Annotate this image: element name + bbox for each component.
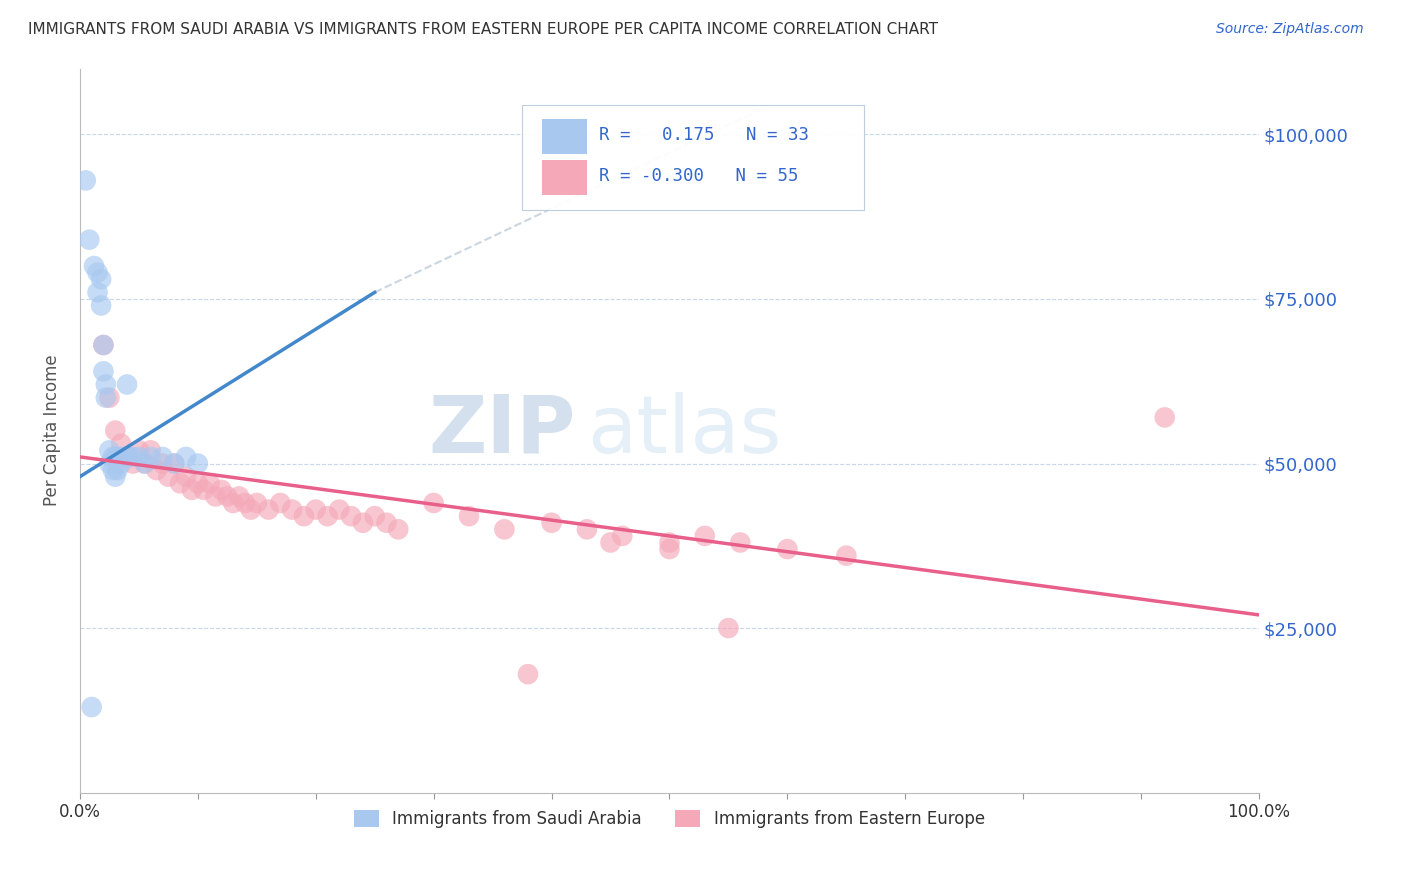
Point [152,450,174,464]
Point [305,502,328,516]
Point [228,490,250,504]
Point [187,457,209,471]
Point [139,443,162,458]
Point [94,377,117,392]
Point [163,457,186,471]
Point [169,476,191,491]
Point [204,490,226,504]
Point [139,450,162,464]
Point [86,266,108,280]
Point [717,621,740,635]
Point [152,457,174,471]
Point [134,457,156,471]
Point [79,233,101,247]
Point [328,502,350,516]
Point [145,463,167,477]
Text: R = -0.300   N = 55: R = -0.300 N = 55 [599,168,799,186]
Point [110,450,132,464]
Point [658,535,681,549]
Text: R =   0.175   N = 33: R = 0.175 N = 33 [599,126,808,145]
Point [83,259,105,273]
Point [340,509,363,524]
Point [233,496,256,510]
Point [93,364,115,378]
Point [80,700,103,714]
Point [118,450,141,464]
Point [612,529,634,543]
Point [128,443,150,458]
Point [193,483,215,497]
Point [174,469,197,483]
Point [575,522,598,536]
Point [494,522,516,536]
Point [101,450,124,464]
Point [316,509,339,524]
Point [1153,410,1175,425]
Point [363,509,385,524]
Point [107,450,129,464]
Point [163,457,186,471]
Point [540,516,562,530]
FancyBboxPatch shape [522,104,865,210]
Point [180,483,202,497]
Point [104,469,127,483]
Point [658,542,681,557]
Point [94,391,117,405]
Point [101,463,124,477]
Point [115,450,138,464]
Point [134,457,156,471]
Point [93,338,115,352]
Point [114,450,136,464]
Point [187,476,209,491]
Point [217,490,239,504]
Point [292,509,315,524]
Point [110,457,132,471]
Point [75,173,97,187]
Point [246,496,269,510]
Point [86,285,108,300]
Point [375,516,398,530]
Text: Source: ZipAtlas.com: Source: ZipAtlas.com [1216,22,1364,37]
Point [110,436,132,450]
Bar [543,161,586,195]
Point [198,476,221,491]
Point [422,496,444,510]
Point [209,483,232,497]
Point [107,463,129,477]
Point [122,450,145,464]
Point [693,529,716,543]
Point [98,391,121,405]
Point [104,424,127,438]
Point [239,502,262,516]
Text: atlas: atlas [586,392,782,469]
Point [728,535,751,549]
Point [269,496,291,510]
Point [458,509,481,524]
Point [174,450,197,464]
Point [835,549,858,563]
Point [352,516,374,530]
Point [98,457,121,471]
Point [157,469,180,483]
Point [222,496,245,510]
Point [90,272,112,286]
Point [257,502,280,516]
Point [122,457,145,471]
Bar [543,120,586,154]
Y-axis label: Per Capita Income: Per Capita Income [44,355,60,507]
Point [90,298,112,312]
Point [776,542,799,557]
Point [104,450,127,464]
Point [98,443,121,458]
Point [387,522,409,536]
Point [281,502,304,516]
Point [599,535,621,549]
Point [115,377,138,392]
Point [517,667,540,681]
Text: ZIP: ZIP [427,392,575,469]
Point [93,338,115,352]
Point [128,450,150,464]
Legend: Immigrants from Saudi Arabia, Immigrants from Eastern Europe: Immigrants from Saudi Arabia, Immigrants… [347,804,991,835]
Text: IMMIGRANTS FROM SAUDI ARABIA VS IMMIGRANTS FROM EASTERN EUROPE PER CAPITA INCOME: IMMIGRANTS FROM SAUDI ARABIA VS IMMIGRAN… [28,22,938,37]
